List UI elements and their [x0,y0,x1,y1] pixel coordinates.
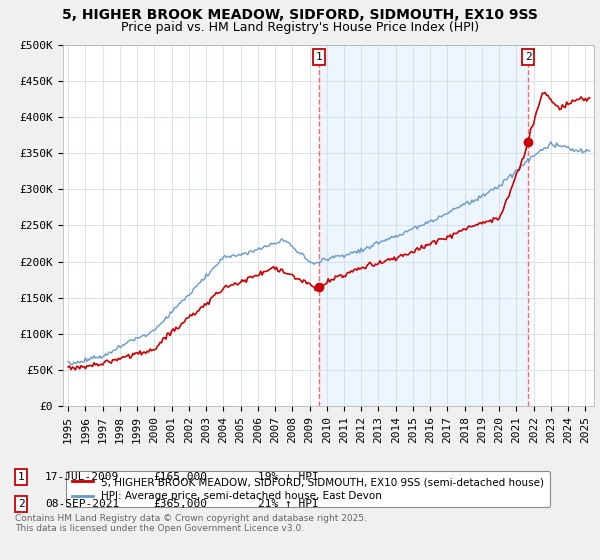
Text: 19% ↓ HPI: 19% ↓ HPI [258,472,319,482]
Text: 17-JUL-2009: 17-JUL-2009 [45,472,119,482]
Text: 2: 2 [525,52,532,62]
Text: Contains HM Land Registry data © Crown copyright and database right 2025.
This d: Contains HM Land Registry data © Crown c… [15,514,367,533]
Text: £365,000: £365,000 [153,499,207,509]
Bar [319,45,529,406]
Text: 1: 1 [316,52,322,62]
Text: 1: 1 [17,472,25,482]
Text: £165,000: £165,000 [153,472,207,482]
Text: 5, HIGHER BROOK MEADOW, SIDFORD, SIDMOUTH, EX10 9SS: 5, HIGHER BROOK MEADOW, SIDFORD, SIDMOUT… [62,8,538,22]
Text: 21% ↑ HPI: 21% ↑ HPI [258,499,319,509]
Text: 2: 2 [17,499,25,509]
Legend: 5, HIGHER BROOK MEADOW, SIDFORD, SIDMOUTH, EX10 9SS (semi-detached house), HPI: : 5, HIGHER BROOK MEADOW, SIDFORD, SIDMOUT… [65,471,550,507]
Text: 08-SEP-2021: 08-SEP-2021 [45,499,119,509]
Text: Price paid vs. HM Land Registry's House Price Index (HPI): Price paid vs. HM Land Registry's House … [121,21,479,34]
